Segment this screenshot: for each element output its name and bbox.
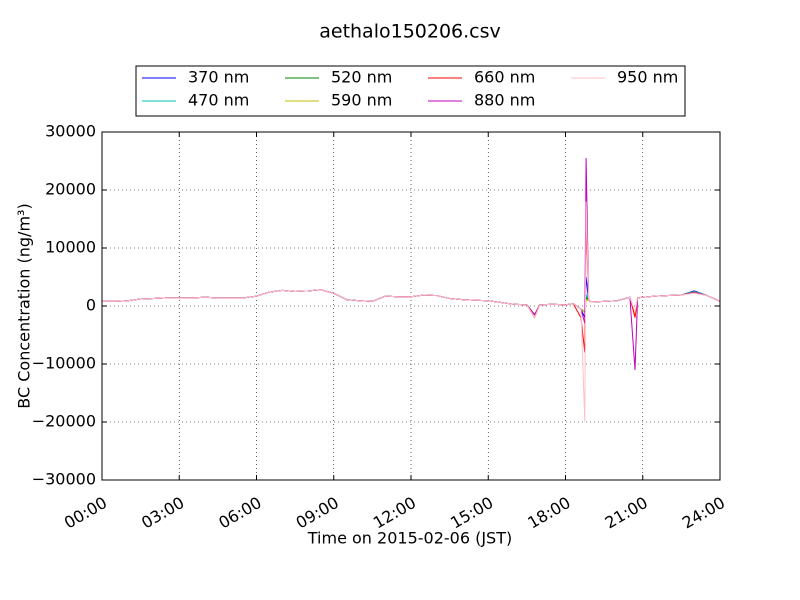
y-tick-label: −30000 [32, 470, 96, 489]
y-axis-label: BC Concentration (ng/m³) [15, 203, 34, 408]
legend-label: 470 nm [188, 91, 249, 110]
y-tick-label: 10000 [45, 238, 96, 257]
data-line [102, 201, 721, 423]
plot-frame [101, 131, 721, 481]
chart-title: aethalo150206.csv [319, 21, 501, 43]
y-tick-label: −20000 [32, 412, 96, 431]
y-tick-label: 20000 [45, 180, 96, 199]
y-tick-label: 0 [86, 296, 96, 315]
legend-label: 660 nm [474, 68, 535, 87]
y-tick-label: 30000 [45, 122, 96, 141]
legend-label: 950 nm [617, 68, 678, 87]
legend-label: 590 nm [331, 91, 392, 110]
y-tick-label: −10000 [32, 354, 96, 373]
legend-label: 370 nm [188, 68, 249, 87]
legend-label: 520 nm [331, 68, 392, 87]
legend-box [135, 65, 686, 117]
x-axis-label: Time on 2015-02-06 (JST) [307, 529, 512, 548]
legend-label: 880 nm [474, 91, 535, 110]
